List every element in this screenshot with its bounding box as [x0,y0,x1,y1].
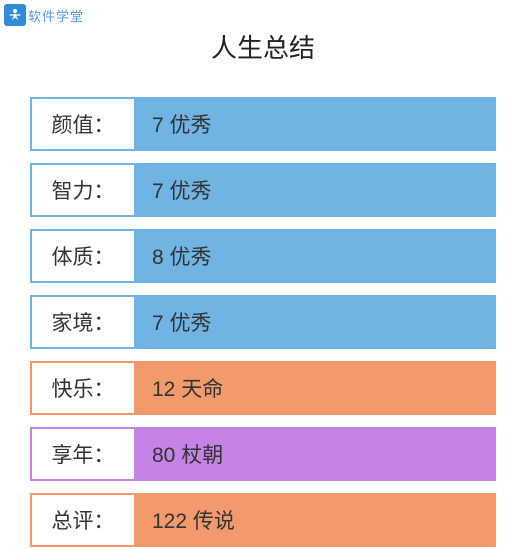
stat-value: 8 优秀 [136,231,494,281]
stat-value: 7 优秀 [136,99,494,149]
stat-value: 7 优秀 [136,297,494,347]
stat-label: 快乐： [32,363,136,413]
watermark-text: 软件学堂 [28,6,84,25]
stat-value: 12 天命 [136,363,494,413]
stat-value: 7 优秀 [136,165,494,215]
stat-label: 体质： [32,231,136,281]
stat-row: 家境：7 优秀 [30,295,496,349]
stat-row: 智力：7 优秀 [30,163,496,217]
stat-label: 家境： [32,297,136,347]
stat-value: 80 杖朝 [136,429,494,479]
stat-label: 智力： [32,165,136,215]
stat-row: 快乐：12 天命 [30,361,496,415]
watermark: 软件学堂 [4,4,84,26]
stat-row: 总评：122 传说 [30,493,496,547]
stats-list: 颜值：7 优秀智力：7 优秀体质：8 优秀家境：7 优秀快乐：12 天命享年：8… [0,97,526,547]
stat-label: 享年： [32,429,136,479]
stat-row: 体质：8 优秀 [30,229,496,283]
stat-label: 颜值： [32,99,136,149]
stat-row: 享年：80 杖朝 [30,427,496,481]
stat-label: 总评： [32,495,136,545]
watermark-logo-icon [4,4,26,26]
stat-value: 122 传说 [136,495,494,545]
stat-row: 颜值：7 优秀 [30,97,496,151]
